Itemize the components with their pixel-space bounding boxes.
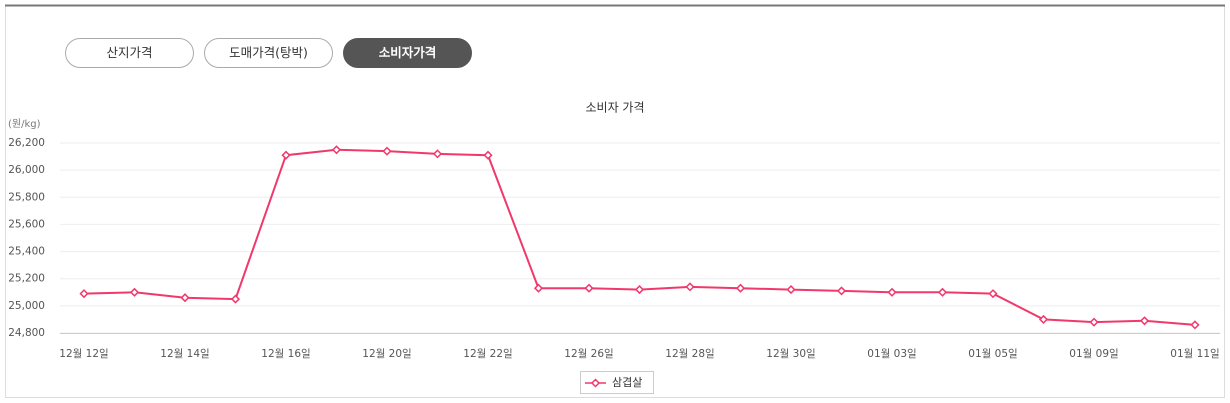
- tab-bg: [204, 38, 333, 68]
- x-tick-label: 01월 11일: [1170, 347, 1219, 360]
- point-marker: [1038, 314, 1049, 324]
- x-tick-label: 01월 05일: [968, 347, 1017, 360]
- y-tick-label: 25,400: [8, 246, 45, 258]
- tab[interactable]: 산지가격: [65, 38, 194, 68]
- x-tick-label: 12월 26일: [564, 347, 613, 360]
- point-marker: [533, 283, 544, 293]
- point-marker: [483, 150, 493, 160]
- point-marker: [634, 285, 645, 295]
- y-tick-label: 24,800: [8, 327, 45, 339]
- point-marker: [331, 145, 342, 155]
- point-marker: [382, 146, 392, 156]
- y-tick-label: 26,200: [8, 137, 45, 149]
- point-marker: [735, 283, 746, 293]
- point-marker: [432, 149, 443, 159]
- point-marker: [79, 289, 89, 299]
- tab-bg: [343, 38, 472, 68]
- x-tick-label: 12월 30일: [766, 347, 815, 360]
- point-marker: [887, 287, 897, 297]
- y-unit: (원/kg): [8, 118, 41, 130]
- point-marker: [129, 287, 140, 297]
- legend[interactable]: 삼겹살: [580, 371, 654, 394]
- y-tick-label: 25,800: [8, 191, 45, 203]
- point-marker: [1089, 317, 1099, 327]
- point-marker: [836, 286, 847, 296]
- point-marker: [786, 285, 796, 295]
- x-tick-label: 01월 09일: [1069, 347, 1118, 360]
- chart-title: 소비자 가격: [585, 101, 644, 115]
- tab-label: 산지가격: [106, 45, 152, 60]
- y-tick-label: 26,000: [8, 164, 45, 176]
- point-marker: [281, 150, 291, 160]
- point-marker: [180, 293, 190, 303]
- point-marker: [1139, 316, 1150, 326]
- tab[interactable]: 소비자가격: [343, 38, 472, 68]
- legend-marker: [590, 378, 601, 388]
- x-tick-label: 12월 12일: [59, 347, 108, 360]
- tab-label: 소비자가격: [379, 45, 437, 60]
- x-tick-label: 12월 22일: [463, 347, 512, 360]
- x-tick-label: 12월 28일: [665, 347, 714, 360]
- point-marker: [584, 283, 594, 293]
- point-marker: [988, 289, 998, 299]
- y-tick-label: 25,200: [8, 273, 45, 285]
- tab-bg: [65, 38, 194, 68]
- y-tick-label: 25,000: [8, 300, 45, 312]
- panel: [5, 5, 1225, 398]
- tab-label: 도매가격(탕박): [229, 45, 308, 60]
- tab-bar: 산지가격 도매가격(탕박) 소비자가격: [65, 38, 472, 68]
- x-tick-label: 12월 16일: [261, 347, 310, 360]
- point-marker: [1190, 320, 1200, 330]
- point-marker: [937, 287, 948, 297]
- y-tick-label: 25,600: [8, 218, 45, 230]
- tab[interactable]: 도매가격(탕박): [204, 38, 333, 68]
- x-tick-label: 12월 20일: [362, 347, 411, 360]
- x-tick-label: 01월 03일: [867, 347, 916, 360]
- x-tick-label: 12월 14일: [160, 347, 209, 360]
- point-marker: [230, 294, 241, 304]
- legend-label: 삼겹살: [612, 376, 642, 389]
- point-marker: [685, 282, 695, 292]
- legend-box: [580, 371, 654, 394]
